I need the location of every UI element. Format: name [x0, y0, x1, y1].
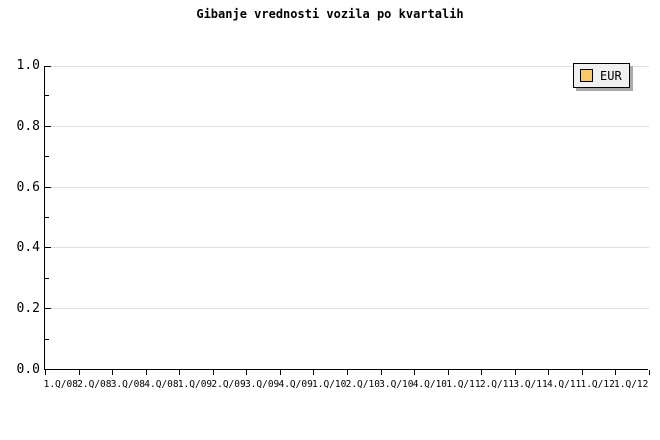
- x-axis-tick: [146, 370, 147, 375]
- y-major-tick: [45, 247, 51, 249]
- y-minor-tick: [45, 277, 49, 279]
- x-axis-label: 1.Q/09: [177, 379, 213, 390]
- gridline-y-0.4: [45, 247, 649, 249]
- y-minor-tick: [45, 95, 49, 97]
- x-axis-tick: [45, 370, 46, 375]
- y-axis-label: 0.8: [16, 118, 40, 134]
- x-axis-tick: [280, 370, 281, 375]
- gridline-y-0.2: [45, 308, 649, 310]
- x-axis-tick: [381, 370, 382, 375]
- y-minor-tick: [45, 338, 49, 340]
- y-axis-label: 0.2: [16, 301, 40, 317]
- y-major-tick: [45, 186, 51, 188]
- gridline-y-1: [45, 66, 649, 67]
- x-axis-label: 2.Q/09: [211, 379, 246, 390]
- x-axis-tick: [548, 370, 549, 375]
- x-axis-label: 1.Q/08: [43, 379, 78, 390]
- y-axis-label: 0.4: [16, 240, 40, 256]
- x-axis-label: 1.Q/12: [614, 379, 649, 390]
- chart-title: Gibanje vrednosti vozila po kvartalih: [196, 7, 464, 21]
- legend-swatch-icon: [580, 69, 593, 82]
- x-axis-tick: [582, 370, 583, 375]
- x-axis-tick: [246, 370, 247, 375]
- x-axis-tick: [414, 370, 415, 375]
- gridline-y-0.8: [45, 125, 649, 127]
- x-axis-label: 1.Q/12: [580, 379, 615, 390]
- x-axis-label: 4.Q/11: [546, 379, 582, 390]
- x-axis-label: 3.Q/11: [513, 379, 548, 390]
- y-axis-label: 0.6: [16, 179, 40, 195]
- x-axis-label: 3.Q/09: [244, 379, 280, 390]
- x-axis-label: 3.Q/08: [110, 379, 146, 390]
- y-minor-tick: [45, 217, 49, 218]
- x-axis-tick: [79, 370, 80, 375]
- x-axis-label: 2.Q/10: [345, 379, 380, 390]
- y-major-tick: [45, 308, 51, 310]
- x-axis-label: 2.Q/08: [77, 379, 112, 390]
- x-axis-tick: [112, 370, 113, 375]
- x-axis-label: 4.Q/09: [278, 379, 313, 390]
- x-axis-tick: [515, 370, 516, 375]
- x-axis-tick: [347, 370, 348, 375]
- plot-area: [44, 66, 650, 375]
- y-axis-label: 0.0: [16, 362, 40, 377]
- x-axis-label: 2.Q/11: [479, 379, 515, 390]
- x-axis-tick: [313, 370, 314, 375]
- x-axis-tick: [179, 370, 180, 375]
- x-axis-label: 3.Q/10: [379, 379, 414, 390]
- y-axis-label: 1.0: [16, 58, 40, 73]
- x-axis-tick: [649, 370, 650, 375]
- x-axis-label: 1.Q/11: [446, 379, 481, 390]
- legend-label: EUR: [600, 68, 622, 83]
- y-major-tick: [45, 125, 51, 127]
- x-axis-tick: [615, 370, 616, 375]
- x-axis-label: 1.Q/10: [312, 379, 347, 390]
- y-minor-tick: [45, 156, 49, 158]
- legend: EUR: [573, 63, 630, 88]
- x-axis-tick: [448, 370, 449, 375]
- gridline-y-0.6: [45, 186, 649, 188]
- x-axis-label: 4.Q/08: [144, 379, 179, 390]
- y-major-tick: [45, 66, 51, 67]
- x-axis-tick: [481, 370, 482, 375]
- x-axis-label: 4.Q/10: [412, 379, 448, 390]
- x-axis-tick: [213, 370, 214, 375]
